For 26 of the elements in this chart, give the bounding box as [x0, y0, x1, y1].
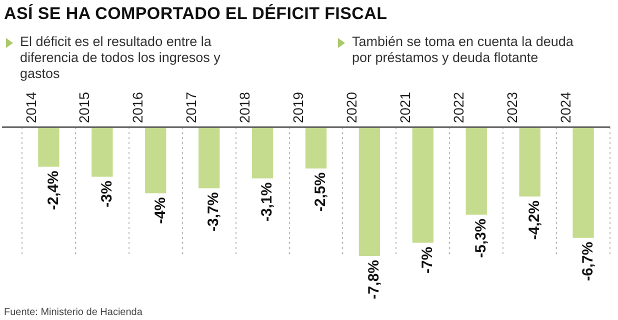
- data-label: -3%: [98, 180, 116, 208]
- data-label: -4%: [152, 197, 169, 224]
- x-tick-label: 2018: [236, 92, 253, 124]
- text: El déficit es el resultado entre la diferencia de todos los ingresos y gastos: [19, 34, 222, 82]
- data-label: -2,5%: [312, 172, 330, 212]
- data-label: -6,7%: [579, 242, 596, 282]
- data-label: -3,1%: [258, 182, 276, 222]
- x-tick-label: 2014: [22, 92, 39, 124]
- data-label: -7%: [419, 246, 436, 274]
- data-label: -2,4%: [44, 170, 62, 210]
- data-label: -4,2%: [526, 200, 543, 240]
- chart-title: ASÍ SE HA COMPORTADO EL DÉFICIT FISCAL: [4, 4, 388, 24]
- data-label: -7,8%: [366, 260, 383, 300]
- x-tick-label: 2021: [396, 92, 413, 124]
- source-note: Fuente: Ministerio de Hacienda: [4, 307, 142, 318]
- x-tick-label: 2024: [557, 92, 574, 124]
- x-tick-label: 2020: [344, 92, 360, 124]
- data-label: -5,3%: [472, 218, 490, 258]
- text: También se toma en cuenta la deuda por préstamos y deuda flotante: [351, 34, 574, 66]
- data-label: -3,7%: [205, 192, 222, 232]
- x-tick-label: 2015: [76, 92, 92, 124]
- x-tick-label: 2023: [504, 92, 520, 124]
- x-tick-label: 2017: [183, 92, 200, 124]
- x-tick-label: 2022: [450, 92, 466, 124]
- x-tick-label: 2019: [290, 92, 306, 124]
- x-tick-label: 2016: [130, 92, 146, 124]
